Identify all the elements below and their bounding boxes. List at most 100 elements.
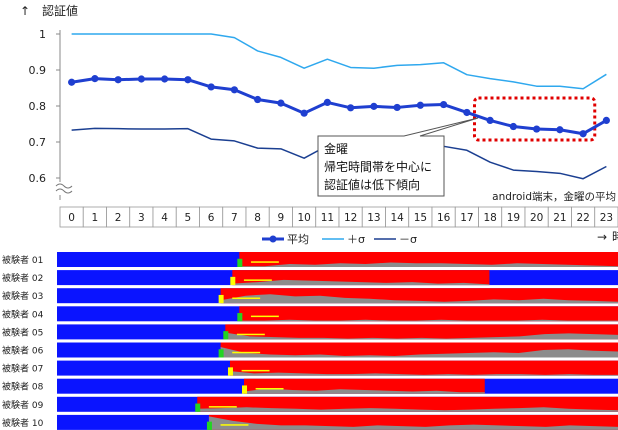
red-band xyxy=(197,396,618,412)
mean-point xyxy=(556,126,564,134)
mean-point xyxy=(230,86,238,94)
x-tick-label: 8 xyxy=(254,212,261,224)
yellow-trace xyxy=(232,351,261,354)
mean-point xyxy=(277,99,285,107)
x-tick-label: 3 xyxy=(138,212,145,224)
x-tick-label: 15 xyxy=(414,212,427,224)
red-band xyxy=(239,306,618,322)
yellow-trace xyxy=(255,388,284,390)
gray-area xyxy=(197,407,618,412)
mean-point xyxy=(184,76,192,84)
yellow-trace xyxy=(241,369,270,372)
gray-area xyxy=(239,262,618,267)
gray-area xyxy=(232,279,490,286)
yellow-trace xyxy=(232,297,261,299)
yellow-accent xyxy=(230,276,236,286)
legend-marker xyxy=(269,235,277,243)
y-tick-label: 0.6 xyxy=(29,172,47,185)
y-tick-label: 0.7 xyxy=(29,136,47,149)
x-tick-label: 2 xyxy=(115,212,122,224)
row-label: 被験者 05 xyxy=(2,326,43,338)
y-tick-label: 0.8 xyxy=(29,100,47,113)
x-tick-label: 20 xyxy=(530,212,543,224)
x-tick-label: 9 xyxy=(278,212,285,224)
x-axis-label: 時刻 xyxy=(612,230,618,244)
x-tick-label: 4 xyxy=(161,212,168,224)
x-tick-label: 1 xyxy=(92,212,99,224)
x-tick-label: 19 xyxy=(507,212,520,224)
mean-point xyxy=(254,95,262,104)
legend-label: 平均 xyxy=(287,233,309,246)
green-accent xyxy=(237,313,243,322)
x-tick-label: 11 xyxy=(321,212,334,224)
legend-label: －σ xyxy=(399,233,417,246)
axis-break-mark xyxy=(55,188,73,194)
mean-point xyxy=(300,109,308,117)
axis-break-mark xyxy=(55,183,73,189)
row-label: 被験者 01 xyxy=(2,254,43,266)
row-label: 被験者 04 xyxy=(2,308,44,320)
mean-point xyxy=(533,125,541,133)
y-tick-label: 0.9 xyxy=(29,64,47,77)
mean-point xyxy=(91,75,99,83)
mean-point xyxy=(509,122,517,131)
green-accent xyxy=(218,349,224,358)
x-tick-label: 10 xyxy=(297,212,310,224)
yellow-trace xyxy=(250,315,279,318)
mean-point xyxy=(579,130,587,138)
x-tick-label: 6 xyxy=(208,212,215,224)
highlight-box xyxy=(473,96,597,142)
y-tick-label: 1 xyxy=(39,28,46,41)
yellow-trace xyxy=(220,424,249,426)
gray-area xyxy=(225,332,618,340)
gray-area xyxy=(229,371,618,376)
row-label: 被験者 02 xyxy=(2,272,43,284)
mean-point xyxy=(416,101,424,109)
red-band xyxy=(239,252,618,267)
annotation-line-3: 認証値は低下傾向 xyxy=(324,177,420,192)
row-label: 被験者 07 xyxy=(2,363,43,375)
x-tick-label: 21 xyxy=(553,212,566,224)
green-accent xyxy=(206,421,212,430)
x-tick-label: 18 xyxy=(483,212,496,224)
annotation-line-2: 帰宅時間帯を中心に xyxy=(324,159,432,174)
yellow-accent xyxy=(218,294,224,304)
x-tick-label: 5 xyxy=(185,212,192,224)
mean-point xyxy=(463,108,471,117)
mean-point xyxy=(161,75,169,83)
x-axis-arrow: → xyxy=(597,230,607,244)
yellow-accent xyxy=(227,367,233,376)
mean-point xyxy=(114,76,122,84)
annotation-callout: 金曜 帰宅時間帯を中心に 認証値は低下傾向 xyxy=(317,117,479,197)
y-axis-arrow: ↑ xyxy=(20,4,30,18)
chart-subtitle: android端末，金曜の平均 xyxy=(492,190,616,203)
legend-label: ＋σ xyxy=(347,233,365,246)
green-accent xyxy=(195,403,201,412)
mean-point xyxy=(207,83,215,91)
row-label: 被験者 03 xyxy=(2,290,43,302)
mean-point xyxy=(602,116,610,124)
x-tick-label: 13 xyxy=(367,212,380,224)
x-tick-label: 16 xyxy=(437,212,451,224)
mean-point xyxy=(486,116,494,124)
x-tick-label: 23 xyxy=(600,212,613,224)
row-label: 被験者 10 xyxy=(2,417,44,429)
row-label: 被験者 06 xyxy=(2,345,44,357)
yellow-accent xyxy=(242,385,247,394)
red-band xyxy=(225,324,618,340)
mean-point xyxy=(68,78,76,86)
gray-area xyxy=(244,388,485,394)
x-tick-label: 12 xyxy=(344,212,357,224)
red-band xyxy=(244,378,485,394)
gray-area xyxy=(220,294,618,304)
series-line-mean xyxy=(71,77,608,136)
gray-area xyxy=(208,416,618,430)
gray-area xyxy=(239,319,618,322)
mean-point xyxy=(393,103,401,112)
yellow-trace xyxy=(208,406,237,408)
series-line-plus-sigma xyxy=(71,33,607,90)
yellow-trace xyxy=(236,333,265,336)
green-accent xyxy=(223,331,229,340)
mean-point xyxy=(440,100,448,109)
